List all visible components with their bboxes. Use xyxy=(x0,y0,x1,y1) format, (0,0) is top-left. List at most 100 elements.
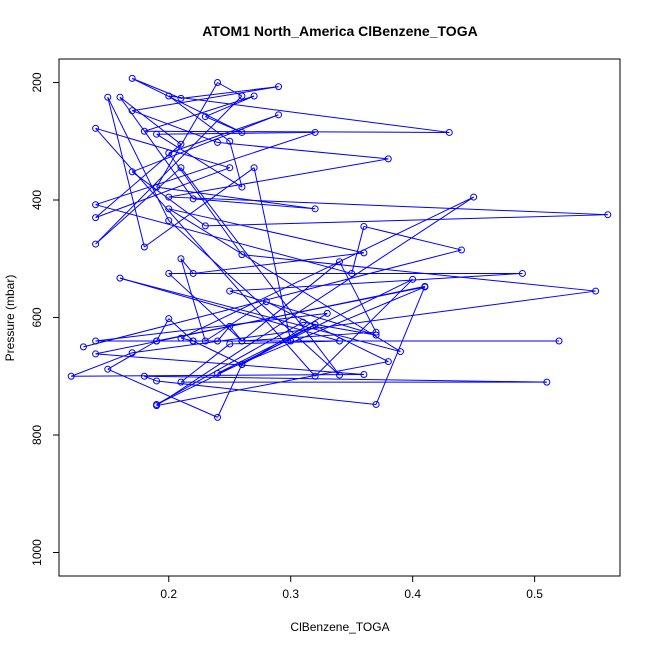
y-tick-label: 200 xyxy=(30,72,44,92)
data-point xyxy=(104,365,112,373)
data-point xyxy=(92,214,100,222)
data-point xyxy=(177,334,185,342)
data-point xyxy=(226,322,234,330)
data-point xyxy=(153,183,161,191)
data-point xyxy=(226,340,234,348)
series-segment xyxy=(83,249,462,348)
data-point xyxy=(177,255,185,263)
data-point xyxy=(445,128,453,136)
data-point xyxy=(104,93,112,101)
data-point xyxy=(543,378,551,386)
data-point xyxy=(140,127,148,135)
data-point xyxy=(201,222,209,230)
data-point xyxy=(384,358,392,366)
series-segment xyxy=(144,167,255,248)
data-point xyxy=(67,372,75,380)
series-segment xyxy=(156,82,218,188)
series-segment xyxy=(351,226,365,274)
series-segment xyxy=(131,77,182,99)
data-point xyxy=(238,128,246,136)
data-point xyxy=(140,372,148,380)
series-segment xyxy=(156,196,474,407)
data-point xyxy=(238,92,246,100)
series-segment xyxy=(156,186,316,210)
data-point xyxy=(214,413,222,421)
data-point xyxy=(226,164,234,172)
data-point xyxy=(128,74,136,82)
series-segment xyxy=(217,82,243,97)
data-point xyxy=(384,155,392,163)
series-segment xyxy=(168,208,365,254)
data-point xyxy=(214,337,222,345)
series-segment xyxy=(168,95,450,133)
data-point xyxy=(92,201,100,209)
data-point xyxy=(92,350,100,358)
y-tick-label: 1000 xyxy=(30,539,44,566)
data-point xyxy=(214,369,222,377)
series-segment xyxy=(180,167,340,376)
series-segment xyxy=(168,318,194,342)
series-segment xyxy=(205,301,267,342)
series-segment xyxy=(156,286,425,342)
data-point xyxy=(336,337,343,345)
series-segment xyxy=(217,324,316,374)
series-segment xyxy=(144,375,157,382)
data-point xyxy=(165,269,173,277)
data-point xyxy=(360,249,368,257)
data-point xyxy=(116,93,124,101)
data-point xyxy=(457,246,465,254)
series-segment xyxy=(95,127,316,377)
series-segment xyxy=(217,286,426,374)
data-point xyxy=(360,222,368,230)
series-segment xyxy=(156,133,243,188)
series-segment xyxy=(95,131,316,206)
series-segment xyxy=(241,331,377,342)
series-segment xyxy=(156,131,316,135)
data-point xyxy=(128,107,136,115)
x-tick-label: 0.3 xyxy=(282,587,299,601)
data-point xyxy=(128,349,136,357)
series-segment xyxy=(156,380,377,405)
series-segment xyxy=(156,318,170,342)
data-point xyxy=(336,258,343,266)
data-point xyxy=(177,94,185,102)
series-segment xyxy=(205,214,608,227)
x-axis-label: ClBenzene_TOGA xyxy=(290,620,389,634)
data-point xyxy=(409,275,417,283)
data-point xyxy=(518,269,526,277)
data-point xyxy=(604,211,612,219)
y-tick-label: 600 xyxy=(30,307,44,327)
series-segment xyxy=(217,364,243,418)
series-segment xyxy=(131,171,206,227)
data-point xyxy=(165,92,173,100)
data-point xyxy=(165,217,173,225)
data-point xyxy=(92,124,100,132)
data-point xyxy=(140,243,148,251)
data-point xyxy=(153,337,161,345)
series-segment xyxy=(156,321,304,405)
series-segment xyxy=(241,254,596,292)
data-point xyxy=(153,130,161,138)
data-point xyxy=(214,138,222,146)
series-segment xyxy=(95,204,352,274)
series-segment xyxy=(144,130,450,133)
data-point xyxy=(128,168,136,176)
data-point xyxy=(250,92,258,100)
data-point xyxy=(372,328,380,336)
data-point xyxy=(177,140,185,148)
series-segment xyxy=(95,127,230,169)
data-point xyxy=(250,164,258,172)
series-segment xyxy=(95,95,243,245)
series-segment xyxy=(107,368,218,418)
series-segment xyxy=(131,114,279,173)
series-segment xyxy=(71,352,133,377)
data-point xyxy=(92,337,100,345)
data-point xyxy=(348,269,356,277)
data-point xyxy=(470,193,478,201)
y-axis: 200 400 600 800 1000 xyxy=(30,72,59,566)
data-point xyxy=(311,128,319,136)
series-segment xyxy=(241,261,340,342)
data-point xyxy=(299,318,307,326)
